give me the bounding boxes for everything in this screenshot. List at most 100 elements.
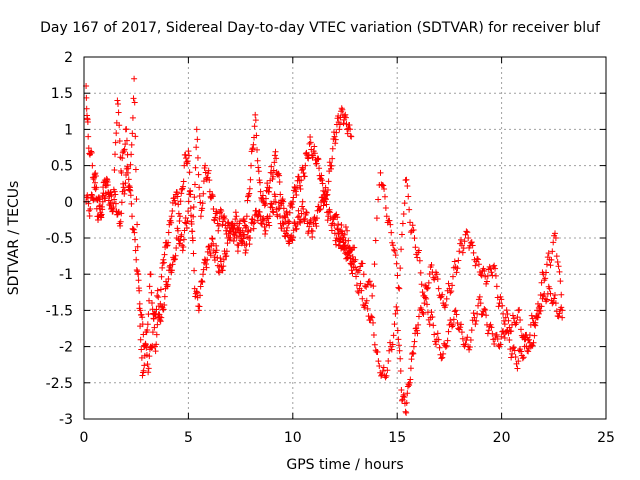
data-point-interp	[289, 237, 296, 244]
data-point-interp	[545, 283, 552, 290]
data-point	[185, 148, 192, 155]
data-point-interp	[288, 200, 295, 207]
data-point-interp	[478, 272, 485, 279]
data-point-interp	[311, 150, 318, 157]
data-point-interp	[194, 154, 201, 161]
data-point	[377, 169, 384, 176]
data-point	[375, 358, 382, 365]
data-point-interp	[178, 186, 185, 193]
data-point	[114, 97, 121, 104]
data-point-interp	[519, 355, 526, 362]
data-point-interp	[346, 122, 353, 129]
data-point	[369, 292, 376, 299]
data-point-interp	[190, 250, 197, 257]
data-point-interp	[409, 222, 416, 229]
data-point-interp	[244, 197, 251, 204]
data-point-interp	[483, 312, 490, 319]
data-point-interp	[491, 262, 498, 269]
data-point-interp	[92, 172, 99, 179]
data-point-interp	[324, 191, 331, 198]
data-point-interp	[223, 231, 230, 238]
data-point-interp	[221, 215, 228, 222]
data-point-interp	[444, 337, 451, 344]
data-point-interp	[185, 152, 192, 159]
data-point	[477, 300, 484, 307]
data-point-interp	[458, 236, 465, 243]
data-point-interp	[476, 268, 483, 275]
data-point-interp	[159, 264, 166, 271]
data-point-interp	[432, 269, 439, 276]
data-point-interp	[126, 183, 133, 190]
data-point	[99, 198, 106, 205]
data-point-interp	[526, 344, 533, 351]
series-trace-d	[335, 169, 566, 355]
data-point-interp	[403, 409, 410, 416]
data-point-interp	[191, 181, 198, 188]
data-point-interp	[246, 241, 253, 248]
data-point-interp	[156, 313, 163, 320]
data-point-interp	[363, 297, 370, 304]
data-point-interp	[141, 352, 148, 359]
data-point-interp	[557, 278, 564, 285]
data-point-interp	[457, 240, 464, 247]
data-point-interp	[209, 191, 216, 198]
data-point-interp	[190, 203, 197, 210]
data-point-interp	[449, 323, 456, 330]
data-point-interp	[172, 252, 179, 259]
data-point-interp	[468, 239, 475, 246]
data-point-interp	[241, 218, 248, 225]
data-point-interp	[346, 252, 353, 259]
data-point-interp	[186, 169, 193, 176]
data-point-interp	[488, 324, 495, 331]
data-point-interp	[218, 207, 225, 214]
data-point-interp	[175, 210, 182, 217]
data-point-interp	[450, 264, 457, 271]
data-point-interp	[109, 199, 116, 206]
data-point-interp	[145, 311, 152, 318]
data-point-interp	[246, 185, 253, 192]
data-point-interp	[214, 210, 221, 217]
data-point-interp	[470, 310, 477, 317]
data-point-interp	[237, 233, 244, 240]
data-point-interp	[397, 355, 404, 362]
data-point-interp	[161, 301, 168, 308]
data-point-interp	[327, 165, 334, 172]
data-point-interp	[392, 252, 399, 259]
data-point-interp	[127, 161, 134, 168]
data-point-interp	[428, 261, 435, 268]
data-point-interp	[95, 195, 102, 202]
data-point-interp	[449, 282, 456, 289]
data-point-interp	[107, 189, 114, 196]
data-point-interp	[245, 193, 252, 200]
data-point-interp	[386, 347, 393, 354]
data-point-interp	[462, 341, 469, 348]
data-point-interp	[379, 367, 386, 374]
data-point-interp	[221, 213, 228, 220]
data-point-interp	[295, 207, 302, 214]
data-point-interp	[253, 132, 260, 139]
data-point-interp	[553, 253, 560, 260]
data-point-interp	[149, 342, 156, 349]
data-point-interp	[212, 214, 219, 221]
data-point-interp	[376, 362, 383, 369]
data-point-interp	[273, 206, 280, 213]
data-point-interp	[121, 187, 128, 194]
data-point-interp	[460, 245, 467, 252]
data-point-interp	[391, 321, 398, 328]
data-point-interp	[122, 141, 129, 148]
data-point-interp	[142, 340, 149, 347]
data-point-interp	[123, 126, 130, 133]
data-point-interp	[348, 267, 355, 274]
data-point	[197, 213, 204, 220]
data-point-interp	[175, 201, 182, 208]
data-point-interp	[219, 221, 226, 228]
data-point-interp	[232, 209, 239, 216]
data-point-interp	[328, 162, 335, 169]
data-point	[131, 75, 138, 82]
data-point-interp	[148, 344, 155, 351]
data-point-interp	[556, 310, 563, 317]
data-point-interp	[297, 186, 304, 193]
data-point-interp	[410, 350, 417, 357]
data-point-interp	[236, 220, 243, 227]
data-point-interp	[157, 286, 164, 293]
